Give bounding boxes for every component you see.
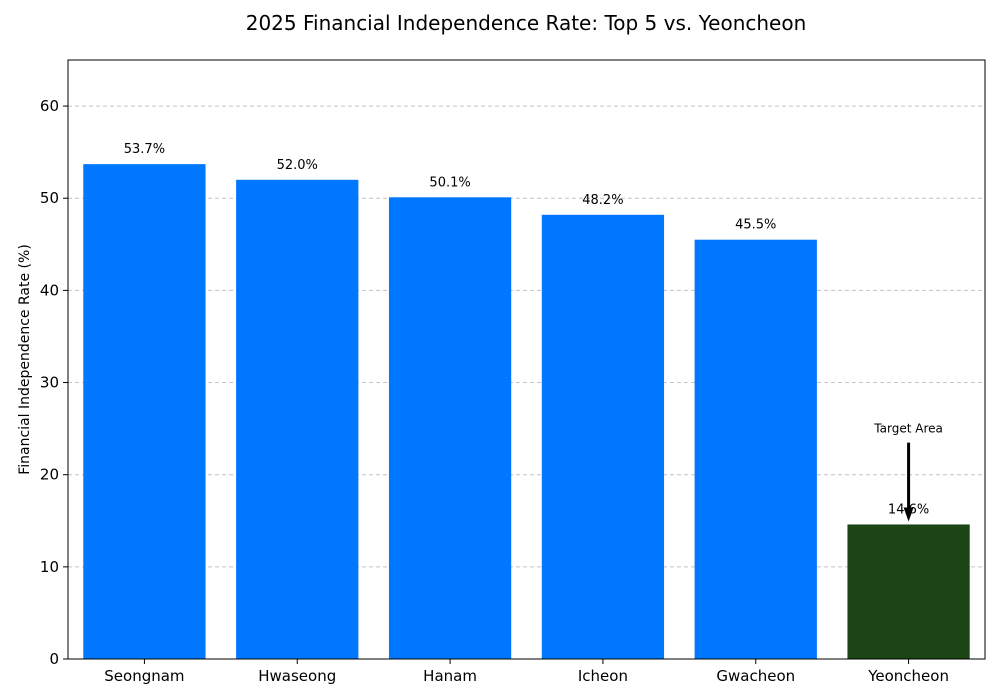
annotation: Target Area [873, 422, 943, 522]
y-axis-label: Financial Independence Rate (%) [17, 244, 33, 475]
y-tick-label: 40 [40, 281, 59, 299]
bar-value-label: 48.2% [582, 193, 623, 208]
bar [541, 214, 665, 659]
bar [694, 239, 817, 659]
bars [83, 164, 970, 660]
bar-value-label: 50.1% [429, 175, 470, 190]
plot-frame [67, 59, 986, 660]
y-tick-label: 60 [40, 97, 59, 115]
annotation-arrow-head [903, 507, 914, 522]
y-tick-label: 20 [40, 466, 59, 484]
y-tick-label: 10 [40, 558, 59, 576]
bar [388, 197, 512, 659]
x-tick-label: Hwaseong [258, 667, 336, 685]
y-tick-label: 30 [40, 374, 59, 392]
bar-value-label: 52.0% [277, 158, 318, 173]
bar-value-label: 53.7% [124, 142, 165, 157]
x-tick-label: Icheon [578, 667, 628, 685]
y-tick-label: 50 [40, 189, 59, 207]
bar [847, 524, 970, 659]
gridlines [68, 105, 985, 568]
x-tick-label: Yeoncheon [867, 667, 949, 685]
bar [236, 179, 359, 660]
x-tick-label: Seongnam [104, 667, 184, 685]
annotation-text: Target Area [873, 422, 943, 436]
x-tick-label: Hanam [423, 667, 477, 685]
bar [83, 164, 206, 659]
y-axis-ticks: 0 10 20 30 40 50 60 [40, 97, 68, 668]
y-tick-label: 0 [49, 650, 59, 668]
x-axis-ticks: Seongnam Hwaseong Hanam Icheon Gwacheon Yeonc… [104, 659, 949, 685]
bar-value-label: 45.5% [735, 218, 776, 233]
x-tick-label: Gwacheon [716, 667, 795, 685]
chart-title: 2025 Financial Independence Rate: Top 5 … [246, 11, 807, 35]
